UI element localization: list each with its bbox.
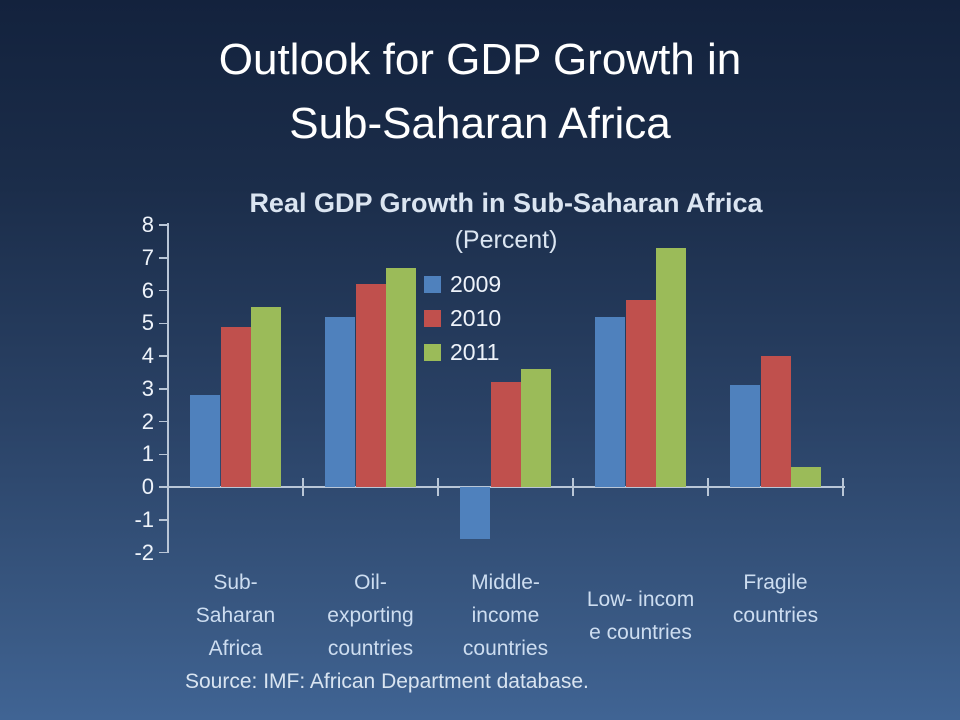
y-axis-tick-label: 3 <box>141 375 154 401</box>
legend-item-2010: 2010 <box>424 304 501 332</box>
bar-2011-middle-income-countries <box>521 369 551 487</box>
x-tick <box>707 478 709 496</box>
source-note: Source: IMF: African Department database… <box>185 670 589 693</box>
bar-2009-fragile-countries <box>730 385 760 487</box>
slide-title-line2: Sub-Saharan Africa <box>289 99 671 148</box>
x-axis-category-label-line: Oil- <box>354 571 387 594</box>
legend-label-2011: 2011 <box>450 338 500 365</box>
x-axis-category-label-line: countries <box>732 604 819 627</box>
x-axis-category-label: Oil-exporting countries <box>296 566 446 665</box>
x-axis-category-label-line: countries <box>327 637 414 660</box>
bar-2011-fragile-countries <box>791 467 821 487</box>
x-axis-category-label: Middle-income countries <box>431 566 581 665</box>
legend-label-2009: 2009 <box>450 270 502 297</box>
x-axis-category-label-line: Saharan <box>195 604 276 627</box>
slide-title: Outlook for GDP Growth in Sub-Saharan Af… <box>0 28 960 156</box>
y-axis-tick-label: 7 <box>141 244 154 270</box>
x-axis-category-label-line: Fragile <box>743 571 808 594</box>
y-tick <box>159 289 168 292</box>
y-tick <box>159 551 168 554</box>
x-axis-category-label-line: income <box>471 604 540 627</box>
y-tick <box>159 519 168 521</box>
legend-swatch-2009 <box>424 275 441 293</box>
x-axis-category-label-line: Low- incom <box>586 588 695 611</box>
x-axis-category-label-line: Sub- <box>213 571 258 594</box>
y-axis-tick-label: 2 <box>141 408 154 434</box>
x-axis-category-label: Fragile countries <box>701 566 851 632</box>
legend-swatch-2011 <box>424 343 441 361</box>
slide-title-line1: Outlook for GDP Growth in <box>218 35 742 84</box>
legend-item-2011: 2011 <box>424 338 499 366</box>
bar-2009-sub-saharan-africa <box>190 395 220 487</box>
legend-item-2009: 2009 <box>424 270 501 298</box>
y-tick <box>159 486 168 488</box>
x-axis-category-label-line: Africa <box>208 637 263 660</box>
y-axis-tick-label: 0 <box>141 474 154 499</box>
y-tick <box>159 388 168 390</box>
x-axis-category-label-line: e countries <box>589 621 692 644</box>
y-axis-tick-label: 5 <box>141 310 154 336</box>
x-axis-category-label-line: countries <box>462 637 549 660</box>
y-axis-line <box>167 223 169 553</box>
y-tick <box>159 224 168 226</box>
bar-2011-oil-exporting-countries <box>386 267 416 487</box>
bar-2011-low-income-countries <box>656 247 686 487</box>
x-tick <box>572 478 574 496</box>
y-tick <box>159 453 168 455</box>
x-axis-category-label-line: Middle- <box>471 571 540 594</box>
x-tick <box>842 478 844 496</box>
y-tick <box>159 322 168 324</box>
legend-label-2010: 2010 <box>450 304 502 331</box>
y-axis-tick-label: 4 <box>141 343 154 368</box>
bar-2010-fragile-countries <box>760 356 791 487</box>
bar-2009-middle-income-countries <box>460 487 490 540</box>
bar-2009-low-income-countries <box>595 316 625 487</box>
y-tick <box>159 257 168 259</box>
y-axis-tick-label: 8 <box>141 212 154 237</box>
bar-2010-low-income-countries <box>625 300 656 487</box>
x-tick <box>437 478 439 496</box>
legend-swatch-2010 <box>424 309 441 327</box>
bar-2010-oil-exporting-countries <box>355 283 386 487</box>
y-axis-tick-label: 1 <box>141 441 154 467</box>
bar-2010-sub-saharan-africa <box>220 326 251 487</box>
y-axis-tick-label: 6 <box>141 277 154 303</box>
x-axis-category-label: Low- incom e countries <box>566 583 716 649</box>
y-tick <box>159 420 168 423</box>
bar-2011-sub-saharan-africa <box>251 306 281 487</box>
x-tick <box>302 478 304 496</box>
y-axis-tick-label: -2 <box>134 539 154 565</box>
x-axis-category-label-line: exporting <box>327 604 414 627</box>
chart-title: Real GDP Growth in Sub-Saharan Africa <box>249 188 763 218</box>
y-axis-tick-label: -1 <box>134 506 154 532</box>
bar-2009-oil-exporting-countries <box>325 316 355 487</box>
x-axis-category-label: Sub- Saharan Africa <box>161 566 311 665</box>
bar-2010-middle-income-countries <box>490 382 521 487</box>
chart-subtitle: (Percent) <box>454 226 558 254</box>
y-tick <box>159 355 168 357</box>
